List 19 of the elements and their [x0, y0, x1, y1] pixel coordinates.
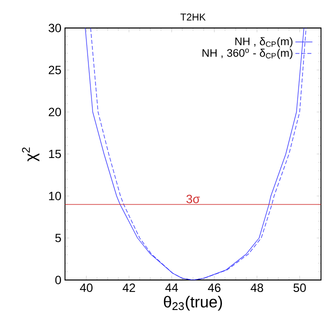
y-tick-label: 20 [48, 108, 62, 116]
legend-label: NH , 360$^{o}$ - δ$_{CP}$(m) [202, 48, 292, 60]
ref-line-label: 3σ [186, 194, 200, 204]
x-tick-label: 42 [122, 284, 136, 292]
x-tick-label: 44 [165, 284, 178, 292]
y-tick-label: 0 [55, 276, 62, 284]
x-tick-label: 48 [250, 284, 264, 292]
x-axis-title: θ$_{23}$(true) [164, 296, 222, 311]
x-tick-label: 50 [294, 284, 306, 292]
x-tick-label: 46 [208, 284, 220, 292]
y-tick-label: 10 [49, 192, 62, 200]
y-tick-label: 5 [55, 234, 61, 242]
y-axis-title: χ$^{2}$ [22, 148, 40, 162]
y-tick-label: 30 [48, 24, 62, 32]
chart-title: T2HK [180, 14, 206, 20]
y-tick-label: 15 [49, 150, 61, 158]
x-tick-label: 40 [80, 284, 93, 292]
legend-label: NH , δ$_{CP}$(m) [235, 37, 292, 48]
y-tick-label: 25 [48, 66, 61, 74]
